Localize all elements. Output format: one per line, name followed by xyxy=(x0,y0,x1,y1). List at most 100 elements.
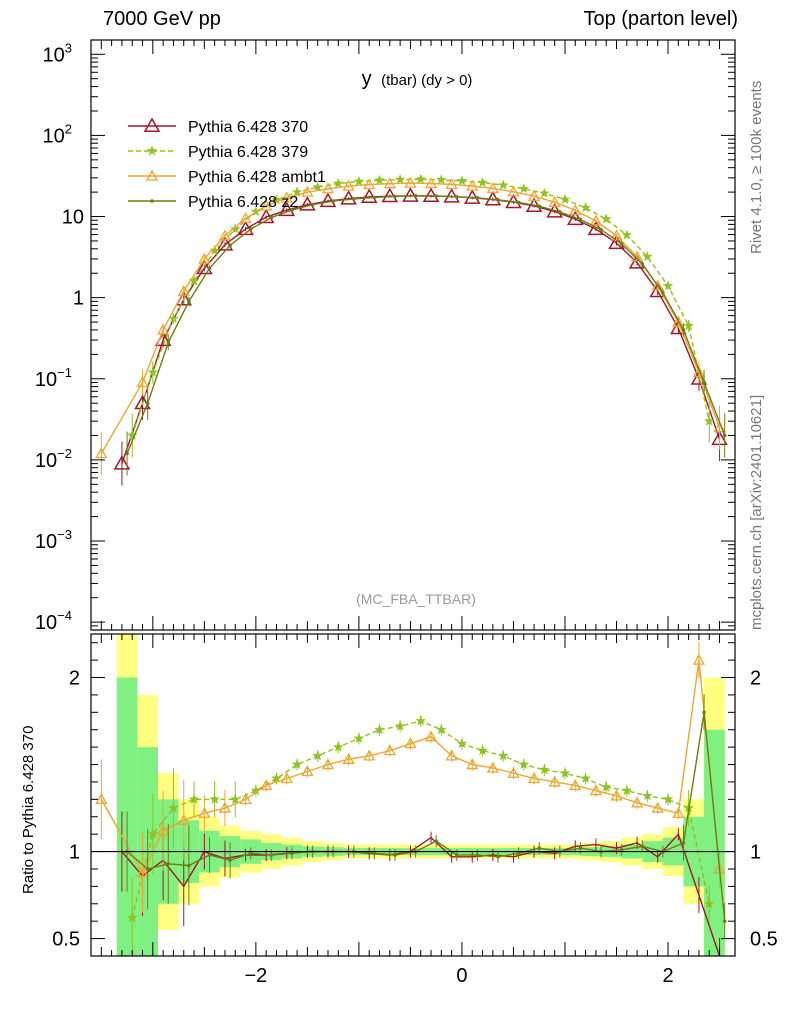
y-tick-label: 1 xyxy=(73,288,84,310)
data-point-marker xyxy=(374,174,386,185)
data-point-marker xyxy=(280,772,293,784)
data-point-marker xyxy=(507,185,520,197)
data-point-marker xyxy=(310,202,315,207)
series-ambt1 xyxy=(95,176,726,476)
data-point-marker xyxy=(136,376,149,388)
data-point-marker xyxy=(569,779,582,791)
data-point-marker xyxy=(475,196,480,200)
data-point-marker xyxy=(651,279,664,291)
data-point-marker xyxy=(703,415,715,426)
data-point-marker xyxy=(342,752,355,764)
ratio-series-group xyxy=(95,642,727,957)
data-point-marker xyxy=(641,250,653,262)
legend-entry: Pythia 6.428 370 xyxy=(128,117,308,136)
data-point-marker xyxy=(527,189,541,201)
data-point-marker xyxy=(177,813,190,825)
data-point-marker xyxy=(413,194,418,198)
data-point-marker xyxy=(518,183,530,194)
data-point-marker xyxy=(702,380,706,385)
data-point-marker xyxy=(578,846,583,850)
data-point-marker xyxy=(125,451,129,456)
data-point-marker xyxy=(435,174,447,185)
data-point-marker xyxy=(351,197,356,201)
data-point-marker xyxy=(150,199,154,203)
header-process: Top (parton level) xyxy=(583,8,738,30)
data-point-marker xyxy=(209,793,221,805)
data-point-marker xyxy=(537,204,542,209)
ratio-line xyxy=(126,712,726,922)
data-point-marker xyxy=(269,853,274,857)
data-point-marker xyxy=(260,779,273,791)
data-point-marker xyxy=(662,793,674,805)
data-point-marker xyxy=(456,737,468,749)
data-point-marker xyxy=(312,181,324,192)
legend-label: Pythia 6.428 379 xyxy=(188,144,308,161)
data-point-marker xyxy=(681,328,686,332)
data-point-marker xyxy=(527,772,541,784)
data-point-marker xyxy=(360,188,378,204)
data-point-marker xyxy=(228,858,232,863)
plot-title: y (tbar) (dy > 0) xyxy=(362,68,473,90)
data-point-marker xyxy=(280,191,293,203)
data-point-marker xyxy=(168,802,179,813)
data-point-marker xyxy=(692,366,706,377)
legend-entry: Pythia 6.428 379 xyxy=(128,144,308,161)
data-point-marker xyxy=(166,861,171,866)
data-point-marker xyxy=(672,806,685,818)
legend-label: Pythia 6.428 ambt1 xyxy=(188,169,326,186)
data-point-marker xyxy=(454,195,459,199)
data-point-marker xyxy=(187,299,191,304)
data-point-marker xyxy=(239,793,252,805)
data-point-marker xyxy=(475,853,480,857)
data-point-marker xyxy=(134,394,151,410)
data-point-marker xyxy=(332,177,344,189)
data-point-marker xyxy=(580,772,591,784)
y-tick-exponent: −1 xyxy=(57,365,72,380)
data-point-marker xyxy=(621,784,633,796)
data-point-marker xyxy=(147,366,159,378)
data-point-marker xyxy=(404,176,417,188)
data-point-marker xyxy=(248,851,253,856)
data-point-marker xyxy=(422,187,440,203)
data-point-marker xyxy=(443,188,460,203)
legend-entry: Pythia 6.428 z2 xyxy=(128,194,298,211)
data-point-marker xyxy=(331,199,335,203)
data-point-marker xyxy=(166,340,171,345)
y-tick-exponent: 3 xyxy=(65,40,72,55)
data-point-marker xyxy=(477,744,489,756)
data-point-marker xyxy=(681,841,686,845)
data-point-marker xyxy=(435,723,447,735)
data-point-marker xyxy=(95,793,108,805)
data-point-marker xyxy=(621,229,633,240)
data-point-marker xyxy=(157,323,170,335)
data-point-marker xyxy=(600,213,612,224)
data-point-marker xyxy=(278,201,296,217)
data-point-marker xyxy=(580,202,592,213)
data-point-marker xyxy=(177,284,190,296)
ratio-series-379 xyxy=(126,715,715,956)
legend-entry: Pythia 6.428 ambt1 xyxy=(128,169,326,186)
data-point-marker xyxy=(548,775,561,787)
data-point-marker xyxy=(301,765,314,777)
data-point-marker xyxy=(207,266,212,271)
data-point-marker xyxy=(290,208,294,212)
data-point-marker xyxy=(146,145,158,156)
data-point-marker xyxy=(237,220,254,236)
data-point-marker xyxy=(209,244,221,256)
data-point-marker xyxy=(548,195,561,207)
data-point-marker xyxy=(683,320,695,331)
data-point-marker xyxy=(372,195,377,200)
data-point-marker xyxy=(466,758,479,770)
data-point-marker xyxy=(589,214,603,226)
data-point-marker xyxy=(722,919,727,923)
data-point-marker xyxy=(216,236,234,251)
data-point-marker xyxy=(578,217,583,222)
data-point-marker xyxy=(445,749,458,761)
data-point-marker xyxy=(228,243,232,248)
series-z2 xyxy=(125,194,727,476)
ratio-y-tick-label: 1 xyxy=(69,842,80,864)
data-point-marker xyxy=(257,208,275,224)
data-point-marker xyxy=(196,259,213,275)
data-point-marker xyxy=(456,175,468,186)
